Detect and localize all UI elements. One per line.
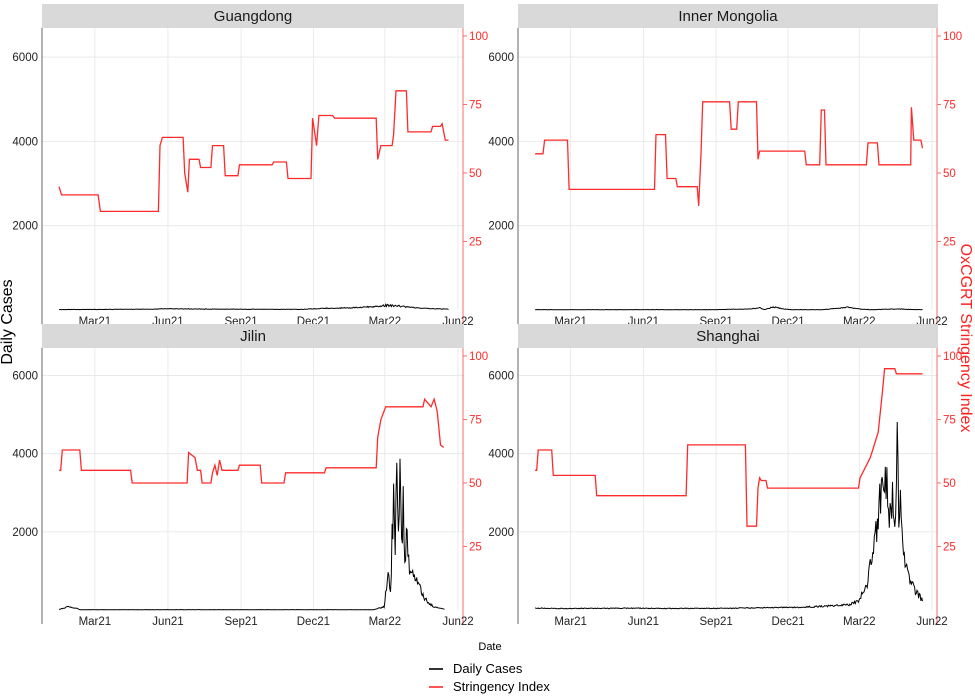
y-tick-label-right: 50 xyxy=(943,168,956,180)
panel-title: Guangdong xyxy=(214,8,292,25)
y-axis-title-left: Daily Cases xyxy=(0,279,16,364)
stringency-line xyxy=(535,368,923,527)
daily-cases-line xyxy=(58,458,445,611)
y-tick-label-left: 4000 xyxy=(12,449,38,461)
x-tick-label: Mar22 xyxy=(369,616,402,628)
panel-3: Shanghai 2000 4000 6000 25 50 75 100 Mar21 Jun21 S… xyxy=(488,324,962,628)
legend-label-cases: Daily Cases xyxy=(453,661,523,676)
x-tick-label: Jun21 xyxy=(152,616,183,628)
panel-title: Jilin xyxy=(240,328,266,345)
y-tick-label-right: 75 xyxy=(943,100,956,112)
panel-1: Inner Mongolia200040006000255075100Mar21… xyxy=(488,4,962,328)
stringency-line xyxy=(59,397,445,484)
x-tick-label: Jun22 xyxy=(442,616,473,628)
x-axis-title: Date xyxy=(478,641,501,653)
x-tick-label: Sep21 xyxy=(700,616,733,628)
y-tick-label-right: 75 xyxy=(469,100,482,112)
panels-layer: Guangdong 2000 4000 6000 25 50 75 100 Mar21 Jun21… xyxy=(12,4,962,628)
y-tick-label-right: 100 xyxy=(943,31,962,43)
y-tick-label-left: 2000 xyxy=(12,221,38,233)
panel-title: Inner Mongolia xyxy=(678,8,778,25)
stringency-line xyxy=(58,90,449,213)
panel-strip xyxy=(518,324,938,348)
y-tick-label-right: 75 xyxy=(469,415,482,427)
panel-strip xyxy=(518,4,938,28)
x-tick-label: Dec21 xyxy=(297,616,330,628)
daily-cases-line xyxy=(535,305,923,311)
y-tick-label-right: 25 xyxy=(943,542,956,554)
y-tick-label-left: 6000 xyxy=(488,52,514,64)
legend: Daily Cases Stringency Index xyxy=(429,661,550,694)
y-tick-label-left: 6000 xyxy=(488,371,514,383)
y-tick-label-right: 50 xyxy=(943,478,956,490)
x-tick-label: Mar22 xyxy=(843,616,876,628)
y-tick-label-right: 50 xyxy=(469,478,482,490)
y-tick-label-right: 100 xyxy=(469,351,488,363)
daily-cases-line xyxy=(534,421,923,610)
panel-strip xyxy=(42,4,464,28)
y-tick-label-right: 100 xyxy=(943,351,962,363)
y-tick-label-right: 100 xyxy=(469,31,488,43)
panel-2: Jilin 2000 4000 6000 25 50 75 100 Mar21 Jun21 Sep2… xyxy=(12,324,488,628)
y-axis-title-right: OxCGRT Stringency Index xyxy=(957,244,974,433)
panel-strip xyxy=(42,324,464,348)
y-tick-label-right: 25 xyxy=(943,237,956,249)
x-tick-label: Mar21 xyxy=(79,616,112,628)
legend-label-stringency: Stringency Index xyxy=(453,679,550,694)
x-tick-label: Sep21 xyxy=(224,616,257,628)
y-tick-label-right: 75 xyxy=(943,415,956,427)
y-tick-label-left: 2000 xyxy=(488,221,514,233)
x-tick-label: Mar21 xyxy=(554,616,587,628)
y-tick-label-right: 25 xyxy=(469,542,482,554)
stringency-line xyxy=(535,101,924,206)
y-tick-label-left: 2000 xyxy=(488,527,514,539)
y-tick-label-right: 50 xyxy=(469,168,482,180)
y-tick-label-left: 4000 xyxy=(12,136,38,148)
daily-cases-line xyxy=(59,303,449,311)
y-tick-label-left: 6000 xyxy=(12,52,38,64)
y-tick-label-left: 4000 xyxy=(488,449,514,461)
y-tick-label-right: 25 xyxy=(469,237,482,249)
x-tick-label: Jun22 xyxy=(916,616,947,628)
y-tick-label-left: 4000 xyxy=(488,136,514,148)
x-tick-label: Jun21 xyxy=(628,616,659,628)
panel-title: Shanghai xyxy=(696,328,759,345)
y-tick-label-left: 2000 xyxy=(12,527,38,539)
y-tick-label-left: 6000 xyxy=(12,371,38,383)
x-tick-label: Dec21 xyxy=(771,616,804,628)
